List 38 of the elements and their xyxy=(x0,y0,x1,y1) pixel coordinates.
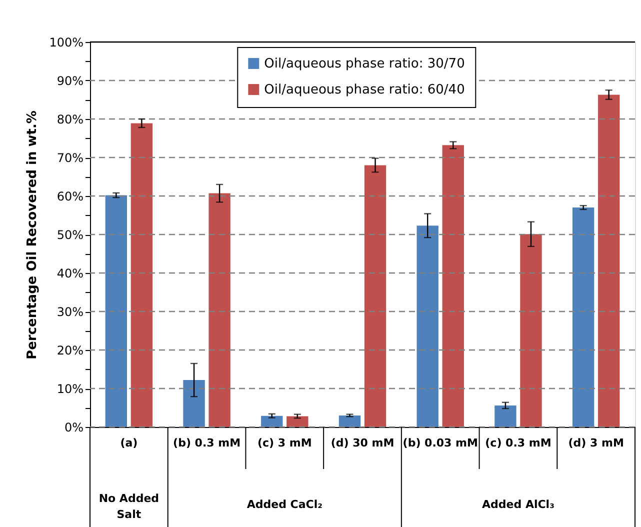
bar xyxy=(208,193,230,427)
text: Added AlCl₃ xyxy=(482,498,555,511)
bar xyxy=(364,165,386,427)
bar xyxy=(338,415,361,427)
y-tick-label: 60% xyxy=(56,190,84,204)
bar xyxy=(286,416,308,427)
y-axis-title: Percentage Oil Recovered in wt.% xyxy=(25,110,40,360)
text: Added CaCl₂ xyxy=(246,498,323,511)
bar xyxy=(442,145,464,427)
y-tick-label: 20% xyxy=(56,344,84,358)
bar xyxy=(183,380,205,427)
text: No Added Salt xyxy=(98,492,160,521)
y-tick-label: 100% xyxy=(49,36,84,50)
x-tick-label: (c) 0.3 mM xyxy=(485,436,552,450)
x-tick-label: (b) 0.3 mM xyxy=(173,436,241,450)
x-tick-label: (c) 3 mM xyxy=(257,436,312,450)
bar xyxy=(572,208,594,427)
x-tick-label: (a) xyxy=(120,436,138,450)
bar xyxy=(416,226,438,427)
bar xyxy=(494,405,516,427)
x-tick-label: (b) 0.03 mM xyxy=(402,436,478,450)
bar xyxy=(520,234,542,427)
bar xyxy=(598,94,620,427)
x-tick-label: (d) 3 mM xyxy=(568,436,624,450)
y-tick-label: 40% xyxy=(56,266,84,280)
y-tick-label: 80% xyxy=(56,112,84,126)
y-tick-label: 50% xyxy=(56,228,84,242)
bar xyxy=(105,195,128,427)
bar xyxy=(261,416,283,427)
y-tick-label: 70% xyxy=(56,151,84,165)
y-tick-label: 0% xyxy=(64,420,84,434)
y-tick-label: 30% xyxy=(56,305,84,319)
x-tick-label: (d) 30 mM xyxy=(330,436,394,450)
legend-label: Oil/aqueous phase ratio: 60/40 xyxy=(264,82,465,98)
y-tick-label: 90% xyxy=(56,74,84,88)
legend-label: Oil/aqueous phase ratio: 30/70 xyxy=(264,56,465,72)
y-tick-label: 10% xyxy=(56,382,84,396)
bar xyxy=(130,123,153,427)
